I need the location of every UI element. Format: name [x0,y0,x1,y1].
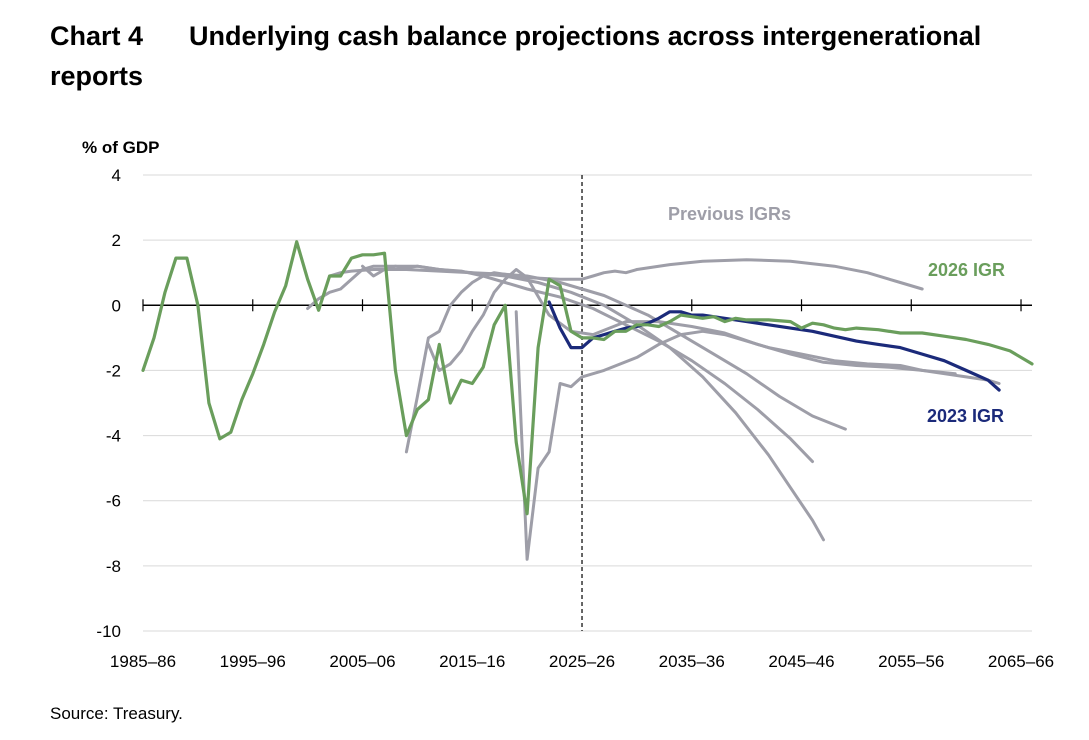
x-tick-label: 2025–26 [549,652,615,671]
x-tick-label: 2055–56 [878,652,944,671]
series-line-igr2023 [547,300,1001,392]
series-line-prev4 [404,271,847,454]
axes [142,175,1032,631]
y-tick-label: 2 [112,231,121,250]
x-tick-label: 1985–86 [110,652,176,671]
y-tick-label: 4 [112,166,121,185]
y-tick-label: -8 [106,557,121,576]
y-axis-unit-label: % of GDP [82,138,159,157]
chart-title-line1: Underlying cash balance projections acro… [189,21,982,51]
annotation-previous-igrs: Previous IGRs [668,204,791,224]
x-tick-label: 1995–96 [220,652,286,671]
y-tick-label: -4 [106,427,121,446]
series-line-prev2 [328,268,825,542]
x-tick-label: 2065–66 [988,652,1054,671]
series-line-prev3 [361,264,814,464]
x-tick-label: 2005–06 [329,652,395,671]
y-tick-label: -10 [96,622,121,641]
series-lines [141,240,1034,561]
gridlines [143,174,1032,632]
tick-labels: 4 2 0 -2 -4 -6 -8 -10 1985–86 1995–96 2005–06 2015–… [96,166,1054,671]
x-tick-label: 2035–36 [659,652,725,671]
series-line-prev6 [514,310,957,561]
y-tick-label: 0 [112,296,121,315]
line-chart: 4 2 0 -2 -4 -6 -8 -10 1985–86 1995–96 2005–06 2015–… [82,138,1054,671]
chart-title-line2: reports [50,61,144,91]
y-tick-label: -6 [106,492,121,511]
x-tick-label: 2045–46 [768,652,834,671]
source-note: Source: Treasury. [50,704,183,723]
annotation-2023-igr: 2023 IGR [927,406,1004,426]
x-tick-label: 2015–16 [439,652,505,671]
y-tick-label: -2 [106,361,121,380]
chart-number: Chart 4 [50,21,144,51]
annotation-2026-igr: 2026 IGR [928,260,1005,280]
series-line-igr2026 [141,240,1034,516]
